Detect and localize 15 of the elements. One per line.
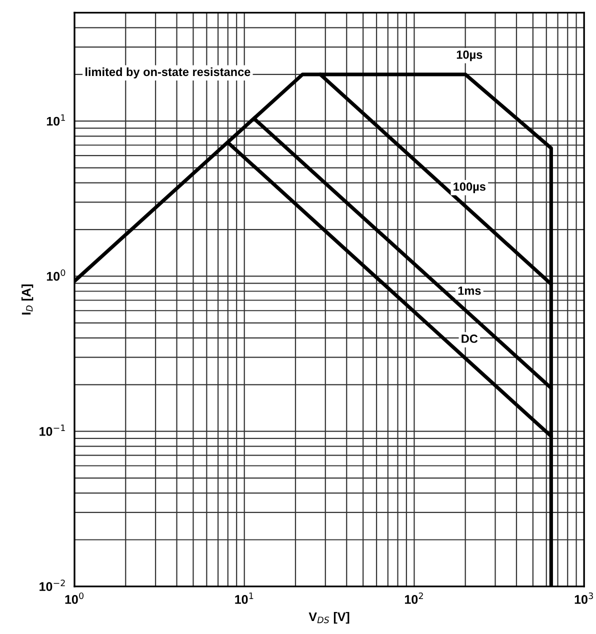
x-tick-label: 10$^{2}$ [405, 592, 423, 604]
annotation: limited by on-state resistance [86, 67, 250, 78]
y-tick-label: 10$^{−1}$ [40, 424, 65, 436]
x-axis-title: V$_{DS}$ [V] [308, 612, 350, 624]
y-tick-label: 10$^{0}$ [46, 269, 66, 281]
x-tick-label: 10$^{1}$ [235, 592, 254, 604]
y-axis-title: I$_{D}$ [A] [21, 284, 34, 314]
y-tick-label: 10$^{1}$ [46, 114, 65, 126]
series-label: 10µs [456, 50, 482, 62]
y-tick-label: 10$^{−2}$ [40, 580, 65, 592]
series-label: 1ms [458, 286, 481, 295]
series-label: 100µs [454, 182, 486, 194]
series-label: DC [462, 334, 478, 343]
x-tick-label: 10$^{0}$ [65, 592, 84, 604]
x-tick-label: 10$^{3}$ [574, 592, 593, 604]
